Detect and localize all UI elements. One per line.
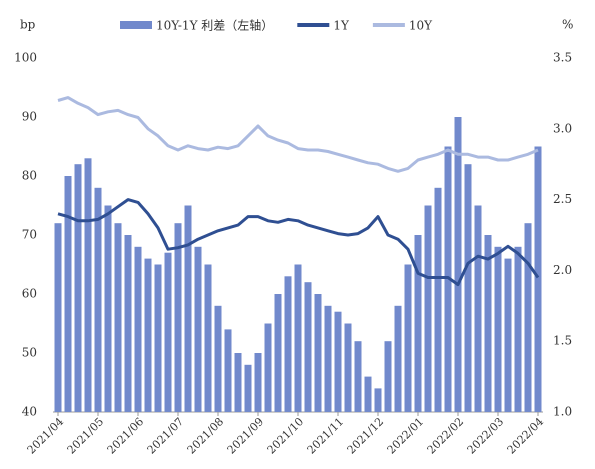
bar: [434, 187, 442, 412]
bar: [384, 341, 392, 412]
x-tick-label: 2021/11: [305, 415, 347, 457]
bar: [514, 246, 522, 412]
bar: [224, 329, 232, 412]
x-tick-label: 2021/08: [185, 415, 227, 457]
legend-label: 10Y-1Y 利差（左轴）: [156, 18, 273, 33]
bar: [214, 305, 222, 412]
bar: [454, 117, 462, 412]
y-tick-label: 90: [22, 110, 37, 124]
x-tick-label: 2021/12: [345, 415, 387, 457]
bar: [414, 235, 422, 412]
x-tick-label: 2021/07: [145, 415, 187, 457]
x-tick-label: 2022/04: [505, 415, 547, 457]
y-tick-label: 50: [22, 346, 37, 360]
bar: [174, 223, 182, 412]
bar: [144, 258, 152, 412]
bar: [364, 376, 372, 412]
bar: [264, 323, 272, 412]
bar: [194, 246, 202, 412]
bar: [324, 305, 332, 412]
y-tick-label: 70: [22, 228, 37, 242]
bar: [494, 246, 502, 412]
bar: [234, 353, 242, 412]
y-tick-label: 100: [14, 51, 37, 65]
bar: [344, 323, 352, 412]
x-tick-label: 2021/09: [225, 415, 267, 457]
x-tick-label: 2022/02: [425, 415, 467, 457]
bar: [104, 205, 112, 412]
bar: [94, 187, 102, 412]
y2-tick-label: 2.0: [553, 263, 572, 277]
bar: [464, 164, 472, 412]
x-tick-label: 2021/04: [25, 415, 67, 457]
bar: [474, 205, 482, 412]
bar: [394, 305, 402, 412]
bar: [274, 294, 282, 412]
bar: [74, 164, 82, 412]
bar: [54, 223, 62, 412]
y2-tick-label: 1.0: [553, 405, 572, 419]
bar: [284, 276, 292, 412]
bar: [254, 353, 262, 412]
bar: [534, 146, 542, 412]
legend-swatch: [120, 21, 152, 29]
legend-label: 10Y: [409, 19, 433, 33]
legend-label: 1Y: [333, 19, 350, 33]
y2-axis-label: %: [562, 18, 573, 32]
x-tick-label: 2021/10: [265, 415, 307, 457]
bar: [154, 264, 162, 412]
y-tick-label: 40: [22, 405, 37, 419]
y2-tick-label: 3.0: [553, 121, 572, 135]
bar: [524, 223, 532, 412]
y-tick-label: 80: [22, 169, 37, 183]
y-axis-label: bp: [20, 18, 36, 32]
bar: [164, 252, 172, 412]
line: [57, 96, 539, 173]
bar: [184, 205, 192, 412]
bar: [244, 364, 252, 412]
bar: [484, 235, 492, 412]
bar: [64, 176, 72, 412]
x-tick-label: 2022/03: [465, 415, 507, 457]
bar: [424, 205, 432, 412]
x-tick-label: 2021/05: [65, 415, 107, 457]
y2-tick-label: 1.5: [553, 334, 572, 348]
bar: [334, 311, 342, 412]
bar: [124, 235, 132, 412]
x-tick-label: 2022/01: [385, 415, 427, 457]
y-tick-label: 60: [22, 287, 37, 301]
bar: [504, 258, 512, 412]
y2-tick-label: 2.5: [553, 192, 572, 206]
bar: [114, 223, 122, 412]
bar: [84, 158, 92, 412]
bar: [204, 264, 212, 412]
bar: [354, 341, 362, 412]
y2-tick-label: 3.5: [553, 51, 572, 65]
bar: [294, 264, 302, 412]
line: [57, 198, 540, 287]
bar: [374, 388, 382, 412]
bar: [404, 264, 412, 412]
x-tick-label: 2021/06: [105, 415, 147, 457]
bar: [304, 282, 312, 412]
bar: [134, 246, 142, 412]
bar: [314, 294, 322, 412]
